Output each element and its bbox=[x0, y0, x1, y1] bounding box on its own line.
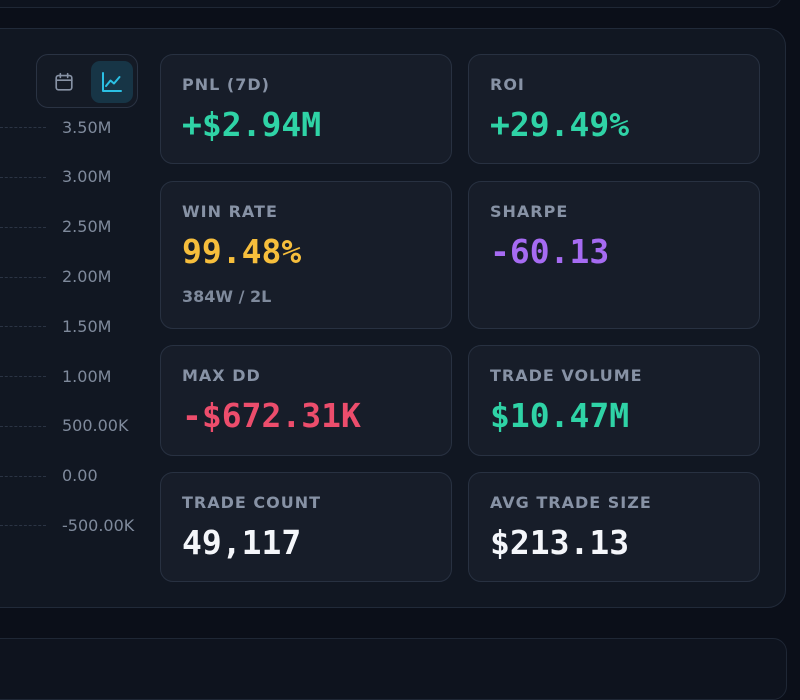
view-toggle bbox=[36, 54, 138, 108]
roi-card: ROI +29.49% bbox=[468, 54, 760, 164]
roi-label: ROI bbox=[490, 75, 525, 94]
chart-view-button[interactable] bbox=[91, 61, 133, 103]
y-tick-label: 3.00M bbox=[62, 167, 112, 186]
calendar-view-button[interactable] bbox=[43, 61, 85, 103]
win-rate-label: WIN RATE bbox=[182, 202, 278, 221]
bottom-panel-edge bbox=[0, 638, 787, 700]
trade-count-card: TRADE COUNT 49,117 bbox=[160, 472, 452, 582]
avg-trade-size-label: AVG TRADE SIZE bbox=[490, 493, 652, 512]
sharpe-card: SHARPE -60.13 bbox=[468, 181, 760, 329]
trade-volume-card: TRADE VOLUME $10.47M bbox=[468, 345, 760, 456]
y-tick-label: 1.50M bbox=[62, 317, 112, 336]
top-panel-edge bbox=[0, 0, 782, 8]
trade-volume-value: $10.47M bbox=[490, 396, 630, 435]
avg-trade-size-value: $213.13 bbox=[490, 523, 630, 562]
grid-line bbox=[0, 127, 46, 128]
win-loss-count: 384W / 2L bbox=[182, 287, 272, 306]
max-dd-label: MAX DD bbox=[182, 366, 261, 385]
trade-count-label: TRADE COUNT bbox=[182, 493, 322, 512]
max-dd-value: -$672.31K bbox=[182, 396, 361, 435]
grid-line bbox=[0, 277, 46, 278]
sharpe-value: -60.13 bbox=[490, 232, 610, 271]
grid-line bbox=[0, 227, 46, 228]
y-tick-label: 1.00M bbox=[62, 367, 112, 386]
avg-trade-size-card: AVG TRADE SIZE $213.13 bbox=[468, 472, 760, 582]
trade-volume-label: TRADE VOLUME bbox=[490, 366, 643, 385]
win-rate-value: 99.48% bbox=[182, 232, 302, 271]
trade-count-value: 49,117 bbox=[182, 523, 302, 562]
roi-value: +29.49% bbox=[490, 105, 630, 144]
grid-line bbox=[0, 476, 46, 477]
max-dd-card: MAX DD -$672.31K bbox=[160, 345, 452, 456]
calendar-icon bbox=[55, 72, 73, 91]
y-tick-label: 3.50M bbox=[62, 118, 112, 137]
y-tick-label: 500.00K bbox=[62, 416, 129, 435]
line-chart-icon bbox=[102, 72, 122, 92]
y-tick-label: -500.00K bbox=[62, 516, 135, 535]
sharpe-label: SHARPE bbox=[490, 202, 569, 221]
grid-line bbox=[0, 525, 46, 526]
pnl-card: PNL (7D) +$2.94M bbox=[160, 54, 452, 164]
pnl-value: +$2.94M bbox=[182, 105, 322, 144]
grid-line bbox=[0, 426, 46, 427]
grid-line bbox=[0, 177, 46, 178]
y-tick-label: 2.50M bbox=[62, 217, 112, 236]
grid-line bbox=[0, 326, 46, 327]
grid-line bbox=[0, 376, 46, 377]
y-tick-label: 0.00 bbox=[62, 466, 98, 485]
y-tick-label: 2.00M bbox=[62, 267, 112, 286]
win-rate-card: WIN RATE 99.48% 384W / 2L bbox=[160, 181, 452, 329]
pnl-label: PNL (7D) bbox=[182, 75, 270, 94]
